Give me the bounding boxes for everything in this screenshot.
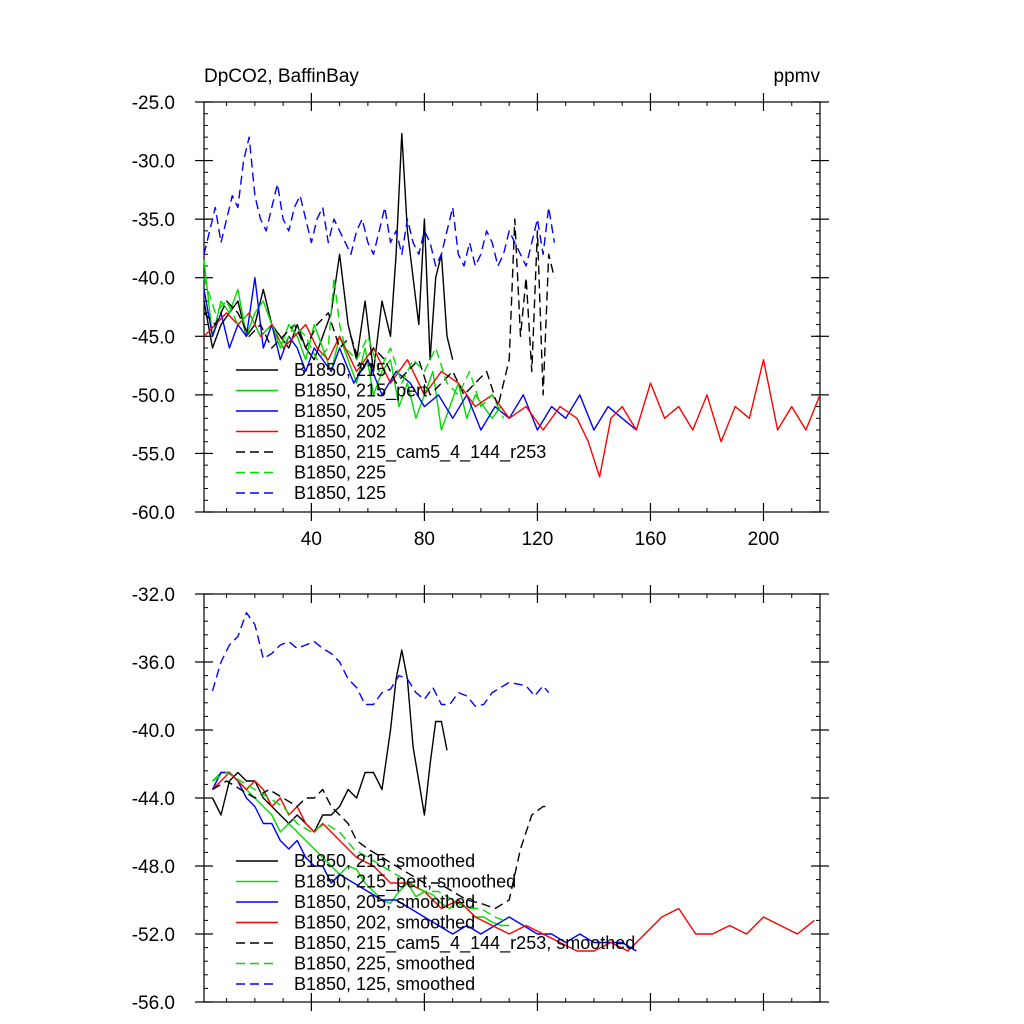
y-tick-label: -36.0 (132, 653, 175, 674)
legend-label: B1850, 225 (294, 463, 386, 483)
legend-label: B1850, 215_pert (294, 381, 427, 402)
series-line (211, 612, 550, 707)
legend-label: B1850, 205 (294, 401, 386, 421)
y-tick-label: -40.0 (132, 269, 175, 290)
x-tick-label: 200 (748, 529, 780, 550)
y-tick-label: -56.0 (132, 993, 175, 1014)
top-panel: 40 80 120 160 200 -25.0 -30.0 -35.0 -40.0 -45.0 -5… (132, 93, 829, 550)
legend-label: B1850, 205, smoothed (294, 892, 475, 912)
x-tick-label: 160 (635, 529, 667, 550)
series-line (212, 771, 504, 922)
y-tick-label: -52.0 (132, 925, 175, 946)
y-tick-label: -25.0 (132, 93, 175, 114)
y-tick-label: -60.0 (132, 503, 175, 524)
legend-label: B1850, 202, smoothed (294, 913, 475, 933)
legend-label: B1850, 215_cam5_4_144_r253 (294, 442, 546, 463)
y-tick-label: -48.0 (132, 857, 175, 878)
x-tick-label: 80 (414, 529, 435, 550)
y-tick-label: -45.0 (132, 327, 175, 348)
legend-label: B1850, 125, smoothed (294, 974, 475, 994)
y-tick-label: -35.0 (132, 210, 175, 231)
y-tick-label: -32.0 (132, 585, 175, 606)
series-line (212, 780, 549, 910)
chart-title: DpCO2, BaffinBay (204, 66, 359, 87)
legend-label: B1850, 215 (294, 360, 386, 380)
series-line (203, 312, 821, 478)
series-line (211, 649, 448, 833)
x-tick-label: 120 (522, 529, 554, 550)
y-tick-label: -50.0 (132, 386, 175, 407)
x-tick-label: 40 (301, 529, 322, 550)
bottom-panel: -32.0 -36.0 -40.0 -44.0 -48.0 -52.0 -56.0 B1850… (132, 585, 829, 1014)
legend-label: B1850, 125 (294, 483, 386, 503)
legend-label: B1850, 215_cam5_4_144_r253, smoothed (294, 933, 635, 954)
y-tick-label: -40.0 (132, 721, 175, 742)
y-tick-label: -55.0 (132, 444, 175, 465)
series-line (203, 136, 556, 267)
series-line (212, 771, 815, 952)
y-tick-label: -44.0 (132, 789, 175, 810)
plot-frame (203, 101, 821, 513)
y-tick-label: -30.0 (132, 152, 175, 173)
legend-label: B1850, 225, smoothed (294, 954, 475, 974)
series-line (203, 218, 556, 408)
series-line (203, 277, 505, 419)
series-line (203, 277, 637, 431)
series-line (203, 132, 454, 373)
series-line (211, 771, 637, 952)
legend-label: B1850, 215_pert, smoothed (294, 872, 516, 893)
legend-label: B1850, 202 (294, 422, 386, 442)
units-label: ppmv (774, 66, 821, 87)
legend-label: B1850, 215, smoothed (294, 851, 475, 871)
